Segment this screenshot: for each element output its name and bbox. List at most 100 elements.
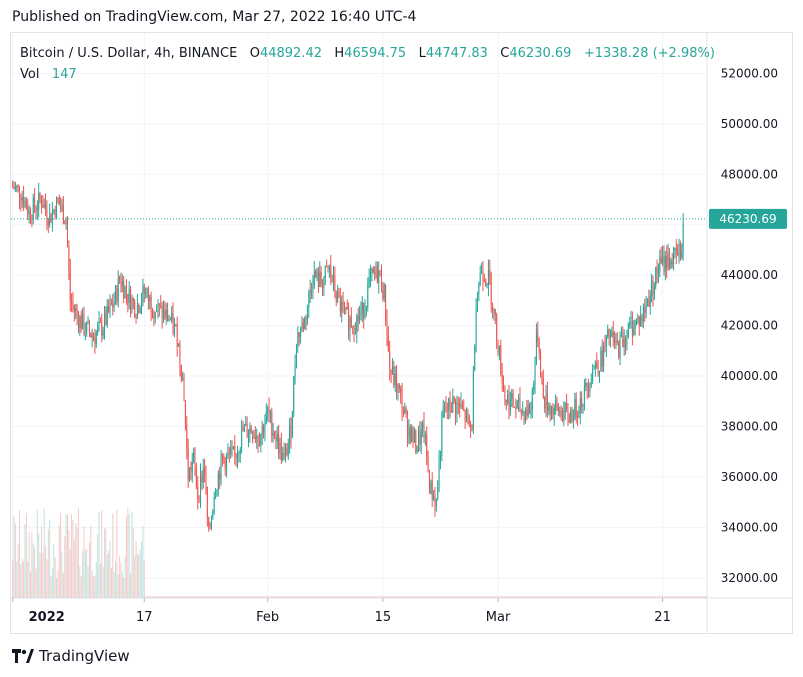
volume-bar xyxy=(34,547,36,598)
candle-body xyxy=(257,436,259,442)
candle-body xyxy=(128,289,130,303)
volume-bar xyxy=(97,534,99,598)
candle-body xyxy=(463,408,465,411)
candle-body xyxy=(371,268,373,274)
candle-body xyxy=(638,316,640,327)
candle-body xyxy=(405,408,407,413)
candle-body xyxy=(54,209,56,217)
candle-body xyxy=(99,321,101,323)
candle-body xyxy=(641,316,643,322)
candle-body xyxy=(102,330,104,336)
candle-body xyxy=(594,362,596,368)
candle-body xyxy=(560,410,562,418)
volume-bar xyxy=(117,574,119,598)
candle-body xyxy=(492,303,494,310)
candle-body xyxy=(435,498,437,507)
volume-bar xyxy=(65,514,67,598)
candle-body xyxy=(93,334,95,337)
volume-bar xyxy=(61,552,63,598)
candle-body xyxy=(679,244,681,258)
candle-body xyxy=(116,289,118,302)
volume-bar xyxy=(94,575,96,598)
candle-body xyxy=(370,273,372,278)
candle-body xyxy=(675,247,677,253)
candle-body xyxy=(193,450,195,462)
candle-body xyxy=(319,272,321,288)
candle-body xyxy=(186,424,188,449)
volume-bar xyxy=(73,539,75,598)
x-tick-label: Feb xyxy=(256,610,279,625)
candle-body xyxy=(557,404,559,412)
candle-body xyxy=(162,310,164,319)
candle-body xyxy=(600,350,602,372)
candle-body xyxy=(383,284,385,299)
candle-body xyxy=(156,310,158,313)
candle-body xyxy=(94,336,96,345)
candle-body xyxy=(265,410,267,424)
candle-body xyxy=(564,403,566,412)
candle-body xyxy=(29,209,31,219)
candle-body xyxy=(493,308,495,310)
candle-body xyxy=(305,317,307,320)
volume-bar xyxy=(108,550,110,598)
candle-body xyxy=(583,385,585,406)
candle-body xyxy=(438,460,440,487)
candle-body xyxy=(201,474,203,483)
volume-bar xyxy=(54,557,56,598)
candle-body xyxy=(161,306,163,319)
tradingview-brand[interactable]: TradingView xyxy=(12,647,130,665)
candle-body xyxy=(160,305,162,307)
volume-bar xyxy=(120,562,122,598)
candle-body xyxy=(322,284,324,289)
candle-body xyxy=(646,299,648,306)
candle-body xyxy=(541,375,543,379)
candle-body xyxy=(283,452,285,456)
y-tick-label: 32000.00 xyxy=(721,571,778,585)
candle-body xyxy=(16,185,18,187)
candle-body xyxy=(13,187,15,189)
candle-body xyxy=(304,317,306,330)
candle-body xyxy=(597,368,599,375)
candle-body xyxy=(221,454,223,457)
candle-body xyxy=(91,334,93,338)
candle-body xyxy=(14,186,16,189)
volume-bar xyxy=(128,514,130,598)
candle-body xyxy=(629,323,631,326)
candle-body xyxy=(581,398,583,407)
volume-bar xyxy=(17,543,19,598)
candle-body xyxy=(56,197,58,217)
volume-bar xyxy=(64,535,66,598)
candle-body xyxy=(269,411,271,415)
candle-body xyxy=(289,426,291,444)
candle-body xyxy=(167,309,169,321)
candle-body xyxy=(656,267,658,274)
candle-body xyxy=(544,397,546,409)
y-tick-label: 40000.00 xyxy=(721,369,778,383)
candle-body xyxy=(178,343,180,347)
candle-body xyxy=(522,411,524,413)
volume-bar xyxy=(123,577,125,598)
candle-body xyxy=(80,316,82,330)
candle-body xyxy=(481,271,483,273)
volume-bar xyxy=(116,509,118,598)
candle-body xyxy=(456,402,458,415)
candle-body xyxy=(404,408,406,413)
volume-bar xyxy=(25,513,27,598)
candle-body xyxy=(631,321,633,335)
candle-body xyxy=(552,407,554,415)
candle-body xyxy=(609,336,611,338)
candle-body xyxy=(533,384,535,390)
candle-body xyxy=(453,397,455,402)
candle-body xyxy=(603,345,605,367)
candle-body xyxy=(136,304,138,318)
candle-body xyxy=(348,309,350,331)
candle-body xyxy=(332,275,334,282)
y-tick-label: 52000.00 xyxy=(721,66,778,80)
candle-body xyxy=(657,272,659,274)
candle-body xyxy=(422,422,424,430)
candle-body xyxy=(523,411,525,421)
candle-body xyxy=(537,332,539,342)
candle-body xyxy=(390,369,392,374)
volume-bar xyxy=(141,541,143,598)
